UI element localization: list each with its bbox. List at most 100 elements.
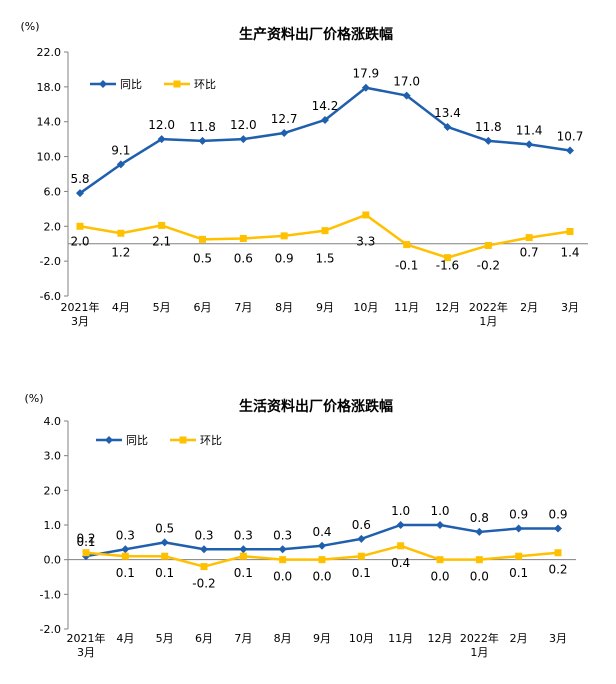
data-point-mom bbox=[515, 552, 523, 560]
data-point-mom bbox=[357, 552, 365, 560]
data-point-yoy bbox=[160, 538, 169, 547]
series-yoy: 5.8 9.1 12.0 11.8 12.0 12.7 14.2 17.9 17.0 13.4 11… bbox=[70, 67, 583, 198]
y-tick-label: -1.0 bbox=[40, 588, 61, 601]
y-tick-label: 2.0 bbox=[44, 220, 62, 233]
chart-title: 生产资料出厂价格涨跌幅 bbox=[239, 26, 393, 43]
legend-label-yoy: 同比 bbox=[126, 434, 148, 447]
x-tick-label: 1月 bbox=[479, 315, 497, 328]
y-tick-label: 4.0 bbox=[44, 415, 62, 428]
data-label-mom: -0.1 bbox=[395, 259, 418, 273]
data-label-yoy: 0.5 bbox=[155, 521, 174, 535]
chart-2: 生活资料出厂价格涨跌幅 (%)4.0 3.0 2.0 1.0 0.0 -1.0 -2.0 202… bbox=[24, 392, 576, 659]
y-tick-label: 6.0 bbox=[44, 185, 62, 198]
data-label-yoy: 17.9 bbox=[352, 67, 379, 81]
data-point-mom bbox=[199, 235, 206, 243]
data-label-yoy: 9.1 bbox=[111, 143, 130, 157]
data-point-yoy bbox=[76, 189, 84, 198]
data-point-yoy bbox=[566, 146, 574, 155]
data-point-mom bbox=[76, 222, 84, 230]
y-axis-unit: (%) bbox=[20, 20, 39, 33]
data-label-mom: 0.0 bbox=[312, 570, 331, 584]
legend-marker-yoy bbox=[99, 80, 107, 88]
data-point-mom bbox=[279, 556, 287, 564]
data-point-yoy bbox=[443, 122, 452, 131]
data-label-mom: 2.1 bbox=[152, 235, 171, 249]
data-label-mom: -0.2 bbox=[477, 259, 500, 273]
data-label-mom: 0.0 bbox=[430, 570, 449, 584]
x-tick-label: 6月 bbox=[194, 301, 212, 314]
data-point-yoy bbox=[239, 545, 248, 554]
y-tick-label: 0.0 bbox=[44, 554, 62, 567]
x-tick-label: 4月 bbox=[112, 301, 130, 314]
data-point-mom bbox=[280, 232, 288, 240]
data-point-yoy bbox=[402, 91, 411, 100]
x-tick-label: 8月 bbox=[274, 632, 292, 645]
y-tick-label: 10.0 bbox=[37, 151, 62, 164]
x-tick-label: 9月 bbox=[316, 301, 334, 314]
x-tick-label: 10月 bbox=[349, 632, 374, 645]
y-tick-label: 14.0 bbox=[37, 116, 62, 129]
data-point-mom bbox=[318, 556, 326, 564]
series-mom: 0.20.1 0.1-0.20.1 0.0 0.0 0.10.40.0 0.0 0.1 0.2 bbox=[76, 532, 567, 591]
y-tick-label: 22.0 bbox=[37, 46, 62, 59]
data-label-mom: 0.1 bbox=[116, 566, 135, 580]
y-tick-label: -2.0 bbox=[40, 255, 61, 268]
x-tick-label: 7月 bbox=[234, 632, 252, 645]
x-tick-label: 2021年 bbox=[61, 300, 100, 314]
data-point-mom bbox=[82, 549, 90, 557]
x-tick-label: 3月 bbox=[71, 315, 89, 328]
legend: 同比 环比 bbox=[96, 434, 222, 447]
legend-marker-mom bbox=[179, 436, 187, 444]
data-label-yoy: 11.8 bbox=[475, 120, 502, 134]
x-tick-label: 11月 bbox=[394, 301, 419, 314]
data-point-yoy bbox=[121, 545, 130, 554]
series-yoy: 0.1 0.3 0.5 0.3 0.3 0.3 0.4 0.6 1.0 1.0 0.8 0.9 0.9 bbox=[76, 504, 568, 561]
x-tick-label: 3月 bbox=[77, 646, 95, 659]
data-label-mom: -1.6 bbox=[436, 259, 459, 273]
data-point-yoy bbox=[280, 129, 289, 138]
data-label-yoy: 0.9 bbox=[509, 507, 528, 521]
data-point-yoy bbox=[239, 135, 248, 144]
data-label-yoy: 17.0 bbox=[393, 75, 420, 89]
data-label-mom: 0.2 bbox=[76, 532, 95, 546]
data-label-mom: 0.1 bbox=[352, 566, 371, 580]
data-label-mom: 0.0 bbox=[273, 570, 292, 584]
data-label-mom: 0.4 bbox=[391, 556, 410, 570]
data-label-mom: 1.2 bbox=[111, 246, 130, 260]
data-point-yoy bbox=[157, 135, 166, 144]
data-label-yoy: 12.7 bbox=[271, 112, 298, 126]
data-point-yoy bbox=[198, 136, 207, 145]
data-label-yoy: 11.8 bbox=[189, 120, 216, 134]
x-tick-label: 11月 bbox=[388, 632, 413, 645]
data-label-yoy: 0.9 bbox=[548, 507, 567, 521]
data-point-mom bbox=[397, 542, 405, 550]
data-point-yoy bbox=[357, 534, 366, 543]
data-point-yoy bbox=[436, 521, 444, 529]
y-tick-label: -6.0 bbox=[40, 290, 61, 303]
data-point-mom bbox=[161, 552, 169, 560]
x-tick-label: 5月 bbox=[156, 632, 174, 645]
data-point-mom bbox=[239, 234, 247, 242]
x-tick-label: 2月 bbox=[520, 301, 538, 314]
data-label-mom: 0.7 bbox=[520, 246, 539, 260]
data-point-mom bbox=[158, 221, 166, 229]
legend-label-yoy: 同比 bbox=[120, 78, 142, 91]
x-tick-label: 2022年 bbox=[460, 631, 499, 645]
x-tick-label: 7月 bbox=[234, 301, 252, 314]
data-point-yoy bbox=[321, 115, 329, 124]
data-label-yoy: 0.3 bbox=[273, 528, 292, 542]
data-label-mom: -0.2 bbox=[192, 577, 215, 591]
y-tick-label: 18.0 bbox=[37, 81, 62, 94]
data-label-mom: 1.4 bbox=[560, 246, 579, 260]
x-tick-label: 12月 bbox=[435, 301, 460, 314]
data-label-yoy: 0.3 bbox=[194, 528, 213, 542]
legend-marker-yoy bbox=[105, 436, 113, 444]
y-tick-label: 3.0 bbox=[44, 450, 62, 463]
data-point-yoy bbox=[475, 527, 484, 536]
data-label-mom: 0.2 bbox=[548, 563, 567, 577]
data-label-mom: 1.5 bbox=[315, 252, 334, 266]
x-tick-label: 4月 bbox=[116, 632, 134, 645]
data-point-yoy bbox=[200, 545, 208, 554]
x-tick-label: 10月 bbox=[353, 301, 378, 314]
